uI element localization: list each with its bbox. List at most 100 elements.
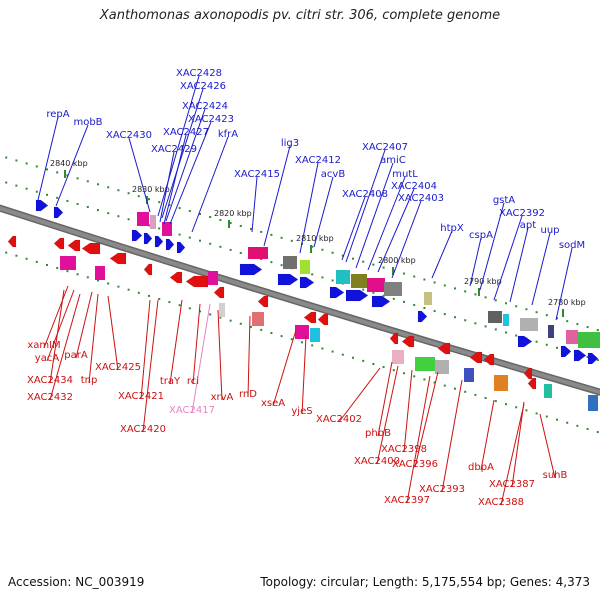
outer-track-dot	[556, 317, 558, 320]
inner-track-dot	[107, 282, 110, 285]
scale-track-dot	[5, 181, 8, 184]
scale-tick-label: 2800 kbp	[378, 256, 416, 265]
gene-label-forward: acvB	[321, 169, 346, 180]
gene-label-reverse-leader	[49, 293, 81, 401]
gene-label-reverse: XAC2432	[27, 392, 73, 403]
scale-track-dot	[35, 190, 38, 193]
inner-track-dot	[515, 406, 518, 409]
gene-label-reverse-leader	[43, 285, 69, 349]
inner-track-dot	[127, 288, 130, 291]
gene-label-forward-leader	[169, 121, 212, 225]
inner-track-dot	[5, 251, 8, 254]
scale-track-dot	[56, 196, 59, 199]
gene-label-forward: kfrA	[218, 129, 238, 140]
reverse-gene-arrow	[317, 313, 329, 326]
inner-track-dot	[505, 403, 507, 406]
outer-track-dot	[35, 165, 38, 168]
outer-track-dot	[484, 296, 487, 299]
scale-track-dot	[403, 300, 405, 303]
forward-gene-block	[424, 292, 432, 305]
scale-track-dot	[117, 215, 120, 218]
reverse-gene-arrow	[143, 263, 153, 276]
scale-track-dot	[494, 328, 497, 331]
outer-track-dot	[46, 168, 48, 171]
gene-label-forward-leader	[479, 202, 505, 291]
feature-layer	[7, 199, 600, 411]
inner-track-dot	[382, 366, 385, 369]
gene-label-reverse: XAC2417	[169, 405, 215, 416]
outer-track-dot	[117, 189, 120, 192]
backbone-layer	[0, 204, 600, 396]
scale-track-dot	[464, 319, 467, 322]
scale-track-dot	[76, 202, 79, 205]
gene-label-forward-leader	[469, 237, 482, 287]
gene-label-reverse-leader	[377, 361, 393, 437]
gene-label-forward-leader	[263, 145, 291, 247]
inner-track-dot	[525, 409, 528, 412]
gene-label-reverse-leader	[49, 289, 65, 384]
inner-track-dot	[188, 307, 191, 310]
outer-track-dot	[311, 245, 314, 248]
inner-track-dot	[199, 310, 201, 313]
gene-label-forward-leader	[313, 176, 334, 248]
reverse-gene-arrow	[257, 295, 269, 308]
inner-track-dot	[219, 316, 222, 319]
outer-track-dot	[474, 293, 477, 296]
outer-track-dot	[148, 198, 150, 201]
gene-label-forward-leader	[391, 200, 422, 279]
inner-track-dot	[260, 328, 263, 331]
forward-gene-block	[488, 311, 502, 323]
gene-label-reverse: xseA	[261, 398, 285, 409]
outer-track-dot	[464, 290, 467, 293]
gene-label-forward-leader	[493, 215, 523, 301]
gene-label-forward: XAC2412	[295, 155, 341, 166]
inner-track-dot	[494, 400, 497, 403]
scale-track-dot	[311, 273, 314, 276]
outer-track-dot	[158, 201, 161, 204]
outer-track-dot	[535, 311, 538, 314]
gene-label-forward: uup	[540, 225, 559, 236]
reverse-gene-block	[60, 256, 76, 270]
inner-track-dot	[321, 347, 324, 350]
outer-track-dot	[566, 320, 569, 323]
forward-gene-arrow	[371, 295, 391, 308]
outer-track-dot	[86, 180, 89, 183]
gene-label-reverse: XAC2421	[118, 391, 164, 402]
scale-track-dot	[331, 279, 334, 282]
outer-track-dot	[331, 251, 334, 254]
outer-track-dot	[239, 224, 242, 227]
gene-label-reverse: XAC2398	[381, 444, 427, 455]
gene-label-forward: repA	[46, 109, 69, 120]
outer-track-dot	[413, 275, 416, 278]
scale-track-dot	[260, 258, 263, 261]
forward-gene-arrow	[329, 286, 345, 299]
scale-track-dot	[382, 294, 385, 297]
inner-track-dot	[76, 273, 79, 276]
gene-label-forward: XAC2424	[182, 101, 228, 112]
scale-track-dot	[505, 331, 507, 334]
forward-gene-block	[300, 260, 310, 274]
topology-summary: Topology: circular; Length: 5,175,554 bp…	[260, 575, 590, 589]
inner-track-dot	[423, 378, 426, 381]
inner-track-dot	[403, 372, 405, 375]
reverse-gene-block	[415, 357, 435, 371]
inner-track-dot	[311, 344, 314, 347]
gene-label-forward: lig3	[281, 138, 299, 149]
gene-label-reverse-leader	[406, 375, 431, 504]
forward-gene-arrow	[176, 241, 186, 254]
inner-track-dot	[15, 254, 18, 257]
inner-track-dot	[56, 267, 59, 270]
gene-label-forward: gstA	[493, 195, 515, 206]
reverse-gene-block	[392, 350, 404, 364]
gene-label-forward-leader	[345, 149, 386, 263]
gene-label-reverse: xrvA	[211, 392, 234, 403]
gene-label-reverse-leader	[539, 413, 556, 479]
scale-track-dot	[25, 187, 28, 190]
inner-track-dot	[239, 322, 242, 325]
gene-label-forward: XAC2392	[499, 208, 545, 219]
inner-track-dot	[556, 418, 558, 421]
forward-gene-arrow	[573, 349, 587, 362]
gene-label-forward: amiC	[380, 155, 406, 166]
forward-gene-block	[162, 222, 172, 236]
scale-track-dot	[413, 303, 416, 306]
